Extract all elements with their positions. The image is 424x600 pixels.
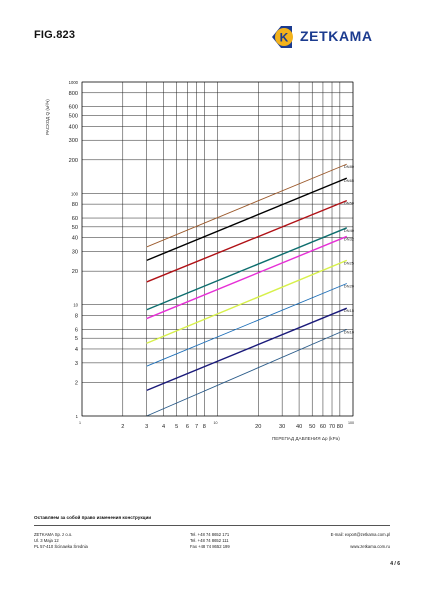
y-tick-label: 6 <box>75 327 78 333</box>
y-tick-label: 4 <box>75 347 78 353</box>
footer-phones: Tel. +48 74 8652 171 Tel. +48 74 8652 11… <box>190 532 230 550</box>
y-tick-label: 1000 <box>69 80 79 85</box>
x-tick-label: 10 <box>214 421 218 425</box>
x-tick-label: 50 <box>309 424 315 430</box>
y-tick-label: 20 <box>72 269 78 275</box>
y-tick-label: 80 <box>72 202 78 208</box>
series-label-dn20: DN20 <box>344 283 355 288</box>
logo-letter: K <box>280 31 289 45</box>
x-tick-label: 60 <box>320 424 326 430</box>
footer-contacts: E-mail: export@zetkama.com.pl www.zetkam… <box>300 532 390 550</box>
footer-company: ZETKAMA Sp. z o.o. <box>34 532 73 537</box>
y-tick-label: 8 <box>75 313 78 319</box>
y-tick-label: 40 <box>72 236 78 242</box>
y-tick-label: 600 <box>69 105 78 111</box>
page-number: 4 / 6 <box>390 561 400 567</box>
footer-divider <box>34 525 390 526</box>
x-tick-label: 80 <box>337 424 343 430</box>
series-label-dn25: DN25 <box>344 260 355 265</box>
x-tick-label: 6 <box>186 424 189 430</box>
y-axis-label: РАСХОД Q (м³/ч) <box>45 99 50 135</box>
series-label-dn50: DN50 <box>344 201 355 206</box>
y-tick-label: 3 <box>75 361 78 367</box>
series-line-dn25 <box>146 259 348 344</box>
x-tick-label: 20 <box>255 424 261 430</box>
footer-street: Ul. 3 Maja 12 <box>34 538 59 544</box>
x-tick-label: 70 <box>329 424 335 430</box>
series-line-dn15 <box>146 307 348 391</box>
figure-label: FIG.823 <box>34 29 76 41</box>
x-tick-label: 100 <box>348 421 354 425</box>
footer-address: ZETKAMA Sp. z o.o. Ul. 3 Maja 12 PL 57-4… <box>34 532 88 550</box>
y-tick-label: 50 <box>72 225 78 231</box>
x-tick-label: 5 <box>175 424 178 430</box>
x-tick-label: 7 <box>195 424 198 430</box>
logo-emblem-circle <box>275 28 293 46</box>
x-tick-label: 3 <box>145 424 148 430</box>
series-lines <box>146 163 348 417</box>
y-tick-label: 5 <box>75 336 78 342</box>
series-label-dn10: DN10 <box>344 329 355 334</box>
series-line-dn80 <box>146 163 347 248</box>
series-label-dn15: DN15 <box>344 308 355 313</box>
series-label-dn32: DN32 <box>344 236 355 241</box>
series-label-dn65: DN65 <box>344 178 355 183</box>
series-line-dn40 <box>146 227 348 311</box>
series-line-dn20 <box>146 283 347 367</box>
brand-name: ZETKAMA <box>300 28 373 44</box>
footer-fax: Fax +48 74 8652 199 <box>190 544 230 550</box>
series-line-dn10 <box>146 328 347 417</box>
series-label-dn40: DN40 <box>344 228 355 233</box>
series-line-dn50 <box>146 199 348 283</box>
footer-web[interactable]: www.zetkama.com.ru <box>350 544 390 550</box>
y-tick-label: 800 <box>69 91 78 97</box>
x-tick-label: 4 <box>162 424 165 430</box>
series-line-dn65 <box>146 177 348 262</box>
y-tick-label: 200 <box>69 158 78 164</box>
y-tick-label: 300 <box>69 138 78 144</box>
footer-city: PL 57-410 Ścinawka Średnia <box>34 544 88 550</box>
grid <box>81 81 354 417</box>
plot-frame <box>81 81 354 417</box>
y-tick-label: 10 <box>73 303 78 308</box>
x-tick-label: 30 <box>279 424 285 430</box>
y-tick-label: 2 <box>75 380 78 386</box>
y-tick-label: 500 <box>69 114 78 120</box>
x-tick-label: 1 <box>79 421 81 425</box>
y-tick-label: 100 <box>71 191 79 196</box>
x-tick-label: 2 <box>121 424 124 430</box>
y-tick-label: 60 <box>72 216 78 222</box>
x-tick-label: 40 <box>296 424 302 430</box>
series-line-dn32 <box>146 235 348 320</box>
footer-tel1: Tel. +48 74 8652 171 <box>190 532 230 537</box>
y-tick-label: 400 <box>69 124 78 130</box>
y-tick-label: 30 <box>72 250 78 256</box>
x-axis-label: ПЕРЕПАД ДАВЛЕНИЯ Δp (kPa) <box>272 436 340 441</box>
footer-email[interactable]: E-mail: export@zetkama.com.pl <box>330 532 390 537</box>
series-label-dn80: DN80 <box>344 164 355 169</box>
x-tick-label: 8 <box>203 424 206 430</box>
footer-tel2: Tel. +48 74 8652 111 <box>190 538 229 544</box>
y-tick-label: 1 <box>76 414 79 419</box>
disclaimer-note: Оставляем за собой право изменения конст… <box>34 515 152 520</box>
zetkama-logo: K <box>272 26 293 48</box>
